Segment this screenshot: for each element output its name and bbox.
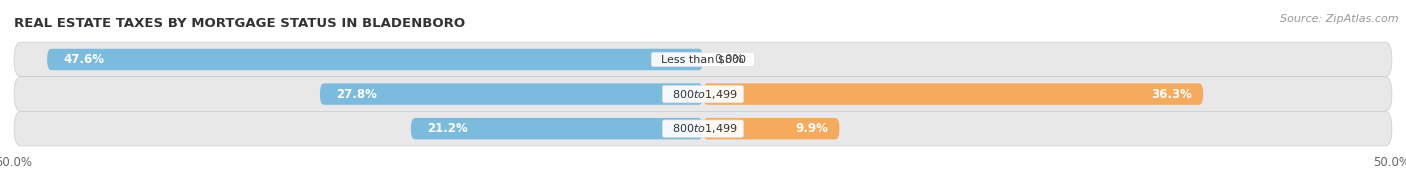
FancyBboxPatch shape <box>14 42 1392 77</box>
Text: REAL ESTATE TAXES BY MORTGAGE STATUS IN BLADENBORO: REAL ESTATE TAXES BY MORTGAGE STATUS IN … <box>14 17 465 30</box>
FancyBboxPatch shape <box>14 111 1392 146</box>
FancyBboxPatch shape <box>321 83 703 105</box>
Text: 47.6%: 47.6% <box>63 53 104 66</box>
Text: $800 to $1,499: $800 to $1,499 <box>665 122 741 135</box>
Text: 27.8%: 27.8% <box>336 88 377 101</box>
Text: Source: ZipAtlas.com: Source: ZipAtlas.com <box>1281 14 1399 24</box>
Text: 0.0%: 0.0% <box>714 53 744 66</box>
Text: 9.9%: 9.9% <box>796 122 828 135</box>
FancyBboxPatch shape <box>703 83 1204 105</box>
FancyBboxPatch shape <box>411 118 703 139</box>
Text: 36.3%: 36.3% <box>1152 88 1192 101</box>
FancyBboxPatch shape <box>14 77 1392 111</box>
Text: $800 to $1,499: $800 to $1,499 <box>665 88 741 101</box>
Text: 21.2%: 21.2% <box>427 122 468 135</box>
Text: Less than $800: Less than $800 <box>654 54 752 64</box>
FancyBboxPatch shape <box>703 118 839 139</box>
FancyBboxPatch shape <box>48 49 703 70</box>
